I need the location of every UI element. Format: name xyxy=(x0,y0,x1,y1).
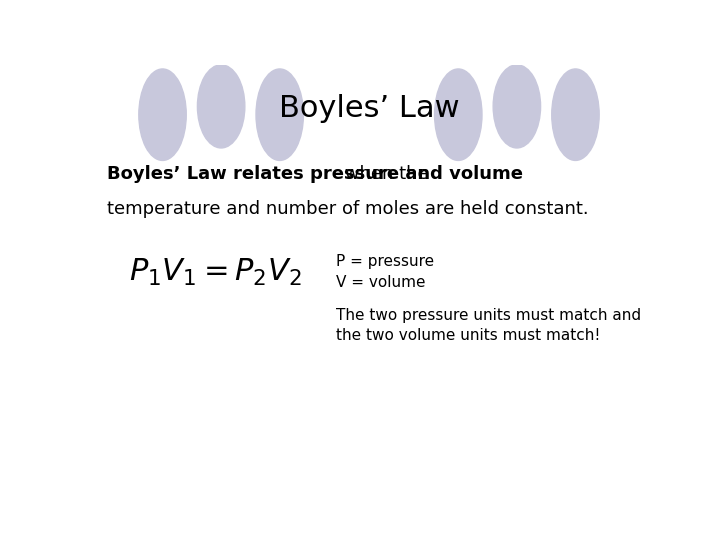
Text: Boyles’ Law: Boyles’ Law xyxy=(279,94,459,123)
Ellipse shape xyxy=(552,69,599,160)
Text: P = pressure
V = volume: P = pressure V = volume xyxy=(336,254,433,290)
Ellipse shape xyxy=(139,69,186,160)
Ellipse shape xyxy=(435,69,482,160)
Text: temperature and number of moles are held constant.: temperature and number of moles are held… xyxy=(107,200,588,218)
Text: $P_1V_1 = P_2V_2$: $P_1V_1 = P_2V_2$ xyxy=(129,257,302,288)
Ellipse shape xyxy=(256,69,303,160)
Text: The two pressure units must match and
the two volume units must match!: The two pressure units must match and th… xyxy=(336,308,641,343)
Text: Boyles’ Law relates pressure and volume: Boyles’ Law relates pressure and volume xyxy=(107,165,523,183)
Ellipse shape xyxy=(197,65,245,148)
Ellipse shape xyxy=(493,65,541,148)
Text: when the: when the xyxy=(339,165,429,183)
